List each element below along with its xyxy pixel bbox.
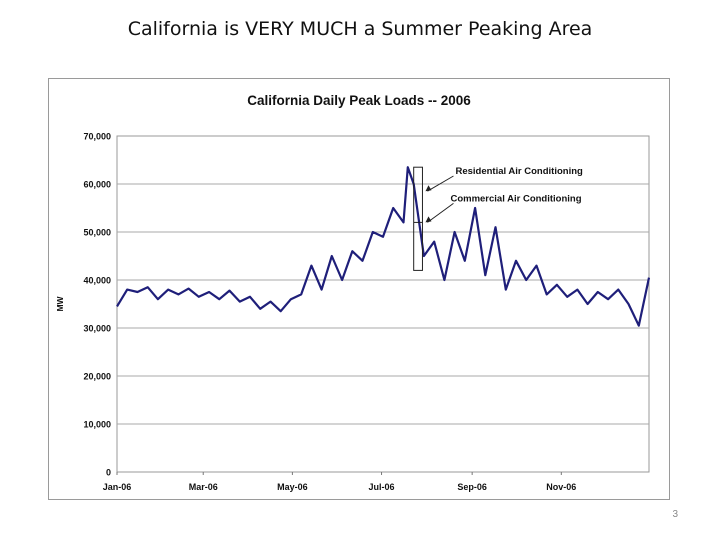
y-axis-label: MW	[55, 295, 65, 311]
y-tick-label: 10,000	[83, 420, 111, 430]
x-tick-label: Sep-06	[457, 482, 487, 492]
annotation-arrow	[427, 202, 454, 223]
y-tick-label: 70,000	[83, 132, 111, 142]
annotation-label: Commercial Air Conditioning	[450, 193, 581, 204]
y-tick-label: 60,000	[83, 180, 111, 190]
peak-bracket	[413, 166, 423, 271]
plot-area	[116, 135, 650, 473]
x-tick-label: Jul-06	[369, 482, 395, 492]
series-line	[116, 166, 651, 327]
slide-title: California is VERY MUCH a Summer Peaking…	[127, 18, 593, 40]
chart-title: California Daily Peak Loads -- 2006	[247, 93, 471, 108]
y-tick-label: 50,000	[83, 228, 111, 238]
x-tick-label: Jan-06	[103, 482, 132, 492]
page-number: 3	[672, 509, 678, 520]
annotation-label: Residential Air Conditioning	[455, 166, 583, 177]
chart-frame: California Daily Peak Loads -- 2006 0 10,…	[48, 78, 670, 500]
y-tick-label: 20,000	[83, 372, 111, 382]
x-tick-label: Mar-06	[189, 482, 218, 492]
annotation-arrowhead	[425, 216, 432, 223]
y-tick-label: 30,000	[83, 324, 111, 334]
y-tick-label: 0	[106, 468, 111, 478]
line-chart: 0 10,000 20,000 30,000 40,000 50,000 60,000 70,…	[55, 132, 651, 492]
y-tick-label: 40,000	[83, 276, 111, 286]
annotation-arrow	[427, 175, 454, 192]
annotation-arrowhead	[425, 185, 432, 192]
x-tick-label: May-06	[277, 482, 308, 492]
x-tick-label: Nov-06	[546, 482, 576, 492]
